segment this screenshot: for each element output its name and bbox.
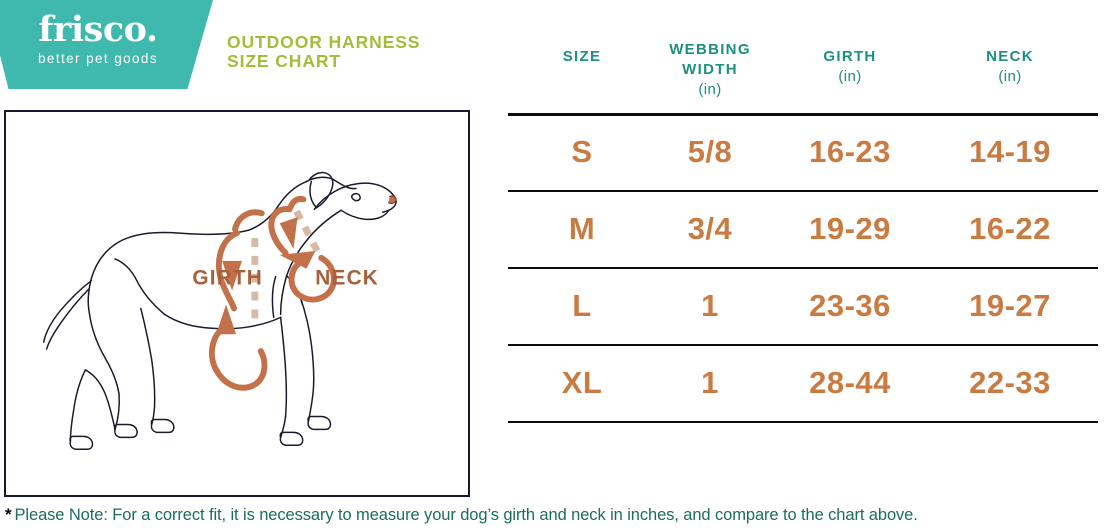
page-title-line-2: SIZE CHART [227, 51, 341, 71]
table-row-divider-2 [508, 267, 1098, 269]
cell-webbing-width: 3/4 [687, 211, 733, 246]
cell-girth: 28-44 [809, 365, 891, 400]
table-row-divider-1 [508, 190, 1098, 192]
dog-measurement-illustration: GIRTH NECK [4, 110, 470, 497]
neck-label: NECK [315, 267, 379, 290]
cell-size: S [571, 134, 593, 169]
cell-girth: 23-36 [809, 288, 891, 323]
column-header-size: SIZE [530, 47, 634, 67]
column-header-webbing-width-label: WEBBING WIDTH [669, 41, 751, 78]
column-header-neck: NECK (in) [930, 47, 1090, 87]
cell-neck: 19-27 [969, 288, 1051, 323]
cell-size: M [568, 211, 596, 246]
cell-webbing-width: 5/8 [687, 134, 733, 169]
column-header-girth: GIRTH (in) [780, 47, 920, 87]
cell-size: L [572, 288, 592, 323]
cell-girth: 19-29 [809, 211, 891, 246]
cell-neck: 16-22 [969, 211, 1051, 246]
table-bottom-divider [508, 421, 1098, 423]
footnote-text: Please Note: For a correct fit, it is ne… [14, 506, 918, 524]
cell-girth: 16-23 [809, 134, 891, 169]
column-header-girth-unit: (in) [838, 68, 862, 85]
footnote: * Please Note: For a correct fit, it is n… [5, 505, 1103, 525]
frisco-logo-badge [0, 0, 213, 89]
measurement-guide-lines [251, 209, 323, 325]
table-row: XL 1 28-44 22-33 [508, 344, 1098, 421]
cell-size: XL [561, 365, 603, 400]
cell-webbing-width: 1 [701, 365, 719, 400]
table-row: S 5/8 16-23 14-19 [508, 113, 1098, 190]
column-header-neck-label: NECK [986, 48, 1034, 65]
column-header-neck-unit: (in) [998, 68, 1022, 85]
page-title-line-1: OUTDOOR HARNESS [227, 32, 421, 52]
girth-arrowhead-up [216, 304, 237, 335]
neck-measure-arrow-icon [268, 195, 337, 303]
girth-measure-arrow-icon [208, 209, 268, 391]
brand-tagline: better pet goods [38, 51, 158, 66]
table-header-divider [508, 113, 1098, 116]
footnote-asterisk: * [5, 505, 12, 524]
girth-arrowhead-down [222, 260, 242, 291]
table-row: L 1 23-36 19-27 [508, 267, 1098, 344]
neck-guide-dashed-line [293, 209, 323, 257]
column-header-girth-label: GIRTH [823, 48, 877, 65]
cell-neck: 14-19 [969, 134, 1051, 169]
table-header-row: SIZE WEBBING WIDTH (in) GIRTH (in) NECK … [508, 22, 1098, 113]
dog-outline-icon [42, 171, 397, 450]
cell-neck: 22-33 [969, 365, 1051, 400]
page-title: OUTDOOR HARNESS SIZE CHART [227, 33, 477, 71]
table-row: M 3/4 19-29 16-22 [508, 190, 1098, 267]
column-header-webbing-width: WEBBING WIDTH (in) [648, 40, 772, 100]
column-header-size-label: SIZE [562, 48, 602, 65]
column-header-webbing-width-unit: (in) [698, 81, 722, 98]
neck-arrowhead-left [279, 250, 316, 269]
girth-label: GIRTH [192, 267, 263, 290]
cell-webbing-width: 1 [701, 288, 719, 323]
table-row-divider-3 [508, 344, 1098, 346]
brand-wordmark: frisco. [38, 9, 158, 50]
size-chart-table: SIZE WEBBING WIDTH (in) GIRTH (in) NECK … [508, 22, 1098, 423]
neck-arrowhead-down [279, 217, 298, 249]
